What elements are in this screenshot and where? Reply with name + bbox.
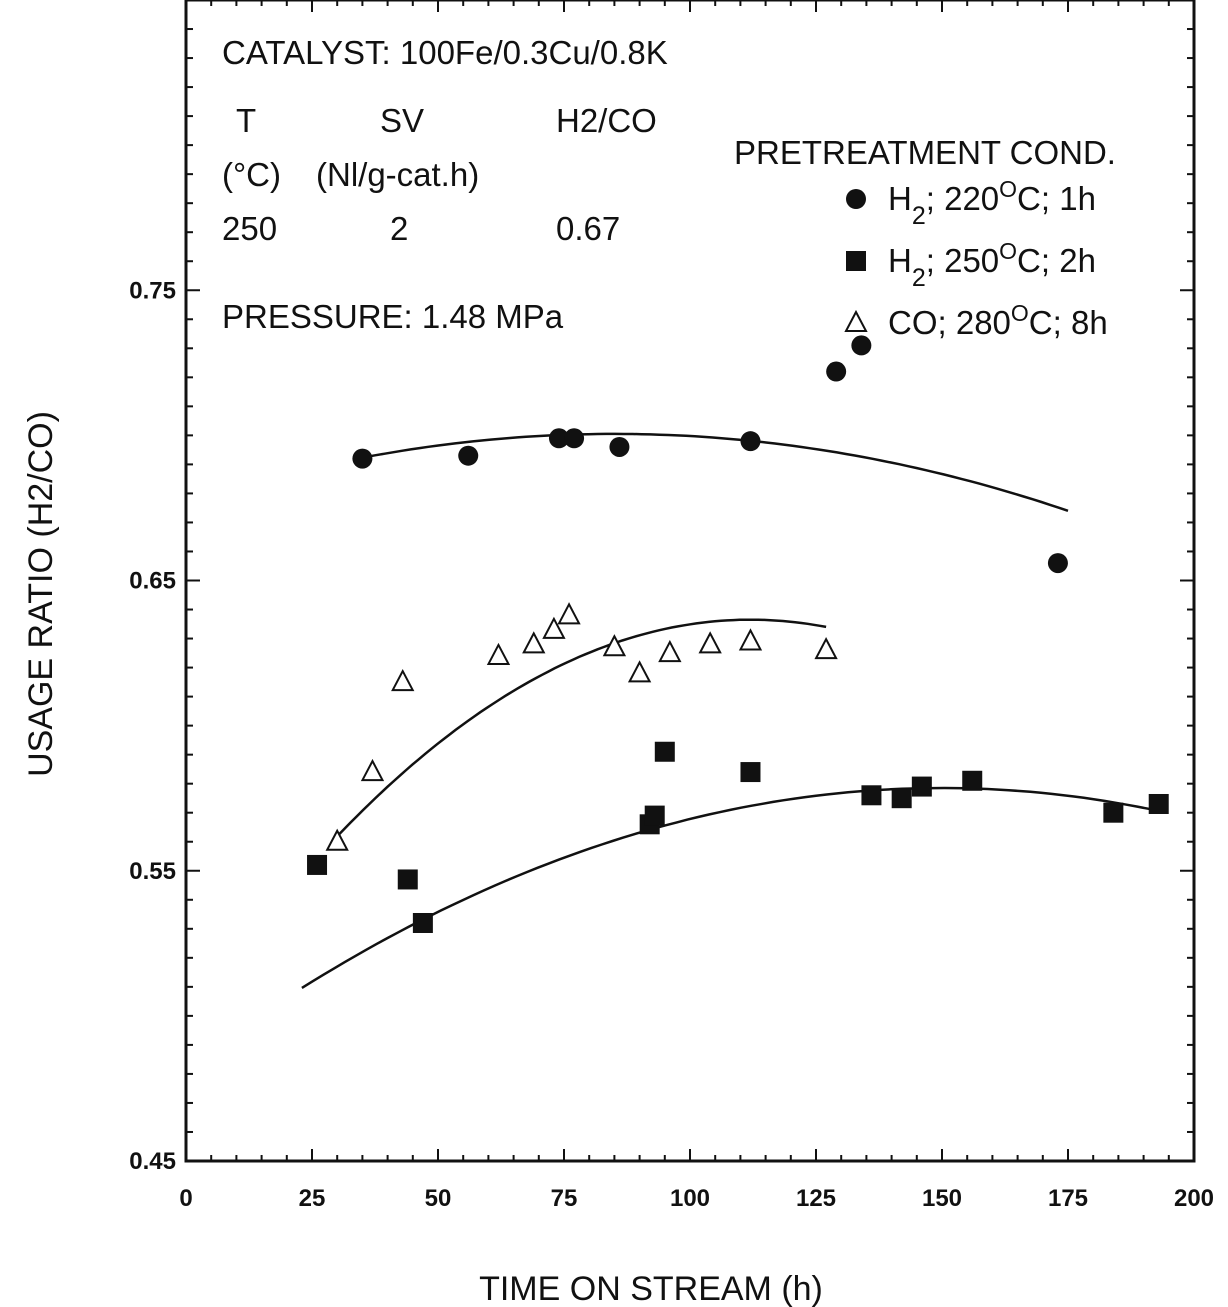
- data-point-series-2: [1103, 802, 1124, 823]
- col-sv-value: 2: [390, 210, 408, 247]
- data-point-series-3: [738, 628, 763, 651]
- x-tick-label: 100: [670, 1185, 710, 1212]
- col-t-value: 250: [222, 210, 277, 247]
- legend-marker-3: [844, 309, 868, 332]
- data-point-series-2: [962, 770, 983, 791]
- data-point-series-3: [658, 639, 682, 663]
- data-point-series-1: [1047, 553, 1068, 574]
- x-tick-label: 25: [299, 1185, 326, 1212]
- fit-curve-1: [357, 432, 1069, 512]
- col-sv-unit: (Nl/g-cat.h): [316, 156, 479, 193]
- data-point-series-1: [352, 448, 373, 469]
- fit-curves: [301, 432, 1159, 989]
- legend-label-1: H2; 220OC; 1h: [888, 176, 1096, 230]
- data-point-series-3: [557, 602, 581, 625]
- x-axis-title: TIME ON STREAM (h): [479, 1270, 823, 1307]
- y-tick-label: 0.65: [129, 568, 176, 595]
- x-tick-label: 200: [1174, 1185, 1214, 1212]
- fit-curve-2: [301, 786, 1159, 989]
- data-point-series-1: [548, 428, 569, 449]
- col-sv-header: SV: [380, 102, 424, 139]
- legend-marker-1: [846, 189, 866, 209]
- data-point-series-3: [542, 616, 566, 639]
- legend-label-3: CO; 280OC; 8h: [888, 300, 1108, 341]
- data-point-series-3: [602, 634, 627, 657]
- legend-label-2: H2; 250OC; 2h: [888, 238, 1096, 292]
- data-point-series-1: [826, 361, 847, 382]
- data-point-series-2: [1148, 793, 1169, 814]
- x-tick-label: 150: [922, 1185, 962, 1212]
- x-tick-label: 75: [551, 1185, 578, 1212]
- legend-entries: H2; 220OC; 1h H2; 250OC; 2h CO; 280OC; 8h: [844, 176, 1108, 341]
- legend: PRETREATMENT COND. H2; 220OC; 1h H2; 250O…: [734, 134, 1116, 341]
- x-tick-label: 0: [179, 1185, 192, 1212]
- col-ratio-header: H2/CO: [556, 102, 657, 139]
- data-point-series-1: [564, 428, 585, 449]
- col-t-header: T: [236, 102, 256, 139]
- data-point-series-2: [740, 762, 761, 783]
- y-axis-title: USAGE RATIO (H2/CO): [22, 411, 60, 777]
- data-points: [307, 335, 1169, 933]
- data-point-series-3: [486, 642, 511, 665]
- data-point-series-3: [698, 631, 722, 654]
- data-point-series-2: [654, 741, 675, 762]
- data-point-series-3: [325, 828, 349, 851]
- catalyst-note: CATALYST: 100Fe/0.3Cu/0.8K: [222, 34, 668, 71]
- data-point-series-3: [391, 668, 415, 692]
- x-tick-label: 125: [796, 1185, 836, 1212]
- axis-ticks: [185, 0, 1195, 1162]
- col-t-unit: (°C): [222, 156, 281, 193]
- y-tick-label: 0.45: [129, 1148, 176, 1175]
- legend-marker-2: [846, 251, 866, 271]
- data-point-series-3: [522, 631, 546, 654]
- data-point-series-2: [397, 869, 418, 890]
- pressure-note: PRESSURE: 1.48 MPa: [222, 298, 564, 335]
- data-point-series-2: [307, 854, 328, 875]
- data-point-series-1: [851, 335, 872, 356]
- y-tick-label: 0.75: [129, 277, 176, 304]
- data-point-series-2: [412, 912, 433, 933]
- data-point-series-1: [458, 445, 479, 466]
- col-ratio-value: 0.67: [556, 210, 620, 247]
- x-tick-label: 175: [1048, 1185, 1088, 1212]
- data-point-series-2: [861, 785, 882, 806]
- data-point-series-3: [814, 637, 838, 660]
- data-point-series-2: [911, 776, 932, 797]
- fit-curve-3: [331, 618, 827, 843]
- x-tick-labels: 0 25 50 75 100 125 150 175 200: [179, 1185, 1214, 1212]
- data-point-series-3: [627, 660, 652, 683]
- data-point-series-2: [644, 805, 665, 826]
- data-point-series-1: [609, 436, 630, 457]
- y-tick-labels: 0.45 0.55 0.65 0.75: [129, 277, 176, 1175]
- x-tick-label: 50: [425, 1185, 452, 1212]
- data-point-series-2: [891, 788, 912, 809]
- data-point-series-3: [360, 758, 385, 782]
- data-point-series-1: [740, 431, 761, 452]
- y-tick-label: 0.55: [129, 858, 176, 885]
- legend-title: PRETREATMENT COND.: [734, 134, 1116, 171]
